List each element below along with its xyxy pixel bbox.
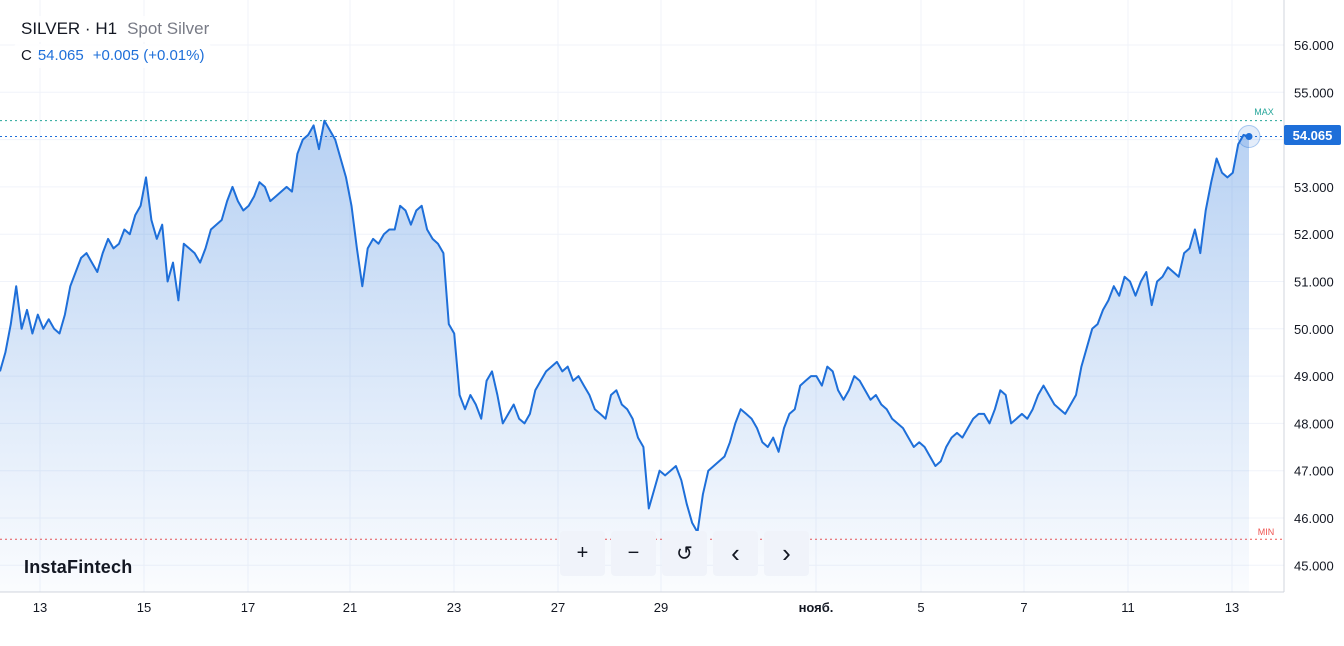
- x-tick-label: нояб.: [799, 600, 834, 615]
- y-tick-label: 51.000: [1294, 275, 1334, 290]
- x-tick-label: 15: [137, 600, 151, 615]
- zoom-out-button[interactable]: −: [611, 531, 656, 576]
- change-value: +0.005 (+0.01%): [92, 47, 205, 64]
- zoom-in-button[interactable]: +: [560, 531, 605, 576]
- plus-icon: +: [576, 542, 589, 564]
- chevron-left-icon: ‹: [731, 538, 740, 568]
- scroll-left-button[interactable]: ‹: [713, 531, 758, 576]
- chart-legend: SILVER · H1 Spot Silver C 54.065 +0.005 (+0…: [14, 16, 217, 70]
- x-tick-label: 13: [33, 600, 47, 615]
- chart-controls: + − ↺ ‹ ›: [560, 531, 809, 576]
- y-tick-label: 50.000: [1294, 322, 1334, 337]
- close-label: C: [21, 47, 32, 64]
- y-tick-label: 53.000: [1294, 180, 1334, 195]
- x-tick-label: 13: [1225, 600, 1239, 615]
- scroll-right-button[interactable]: ›: [764, 531, 809, 576]
- y-tick-label: 56.000: [1294, 38, 1334, 53]
- chevron-right-icon: ›: [782, 538, 791, 568]
- last-point-marker: [1245, 133, 1253, 141]
- reset-button[interactable]: ↺: [662, 531, 707, 576]
- x-tick-label: 21: [343, 600, 357, 615]
- price-line: [0, 119, 1250, 534]
- legend-title-row: SILVER · H1 Spot Silver: [14, 16, 217, 42]
- x-tick-label: 11: [1121, 600, 1135, 615]
- x-tick-label: 5: [917, 600, 924, 615]
- x-tick-label: 23: [447, 600, 461, 615]
- description-label: Spot Silver: [127, 19, 210, 38]
- minus-icon: −: [627, 542, 640, 564]
- y-tick-label: 45.000: [1294, 558, 1334, 573]
- x-tick-label: 27: [551, 600, 565, 615]
- y-tick-label: 47.000: [1294, 464, 1334, 479]
- max-label: MAX: [1254, 107, 1274, 117]
- symbol-label: SILVER · H1: [21, 19, 118, 38]
- price-area: [0, 120, 1249, 592]
- y-tick-label: 52.000: [1294, 227, 1334, 242]
- x-tick-label: 17: [241, 600, 255, 615]
- y-tick-label: 48.000: [1294, 416, 1334, 431]
- price-axis-labels: 56.00055.00054.00053.00052.00051.00050.0…: [1294, 38, 1334, 573]
- y-tick-label: 49.000: [1294, 369, 1334, 384]
- close-value: 54.065: [37, 47, 84, 64]
- x-tick-label: 29: [654, 600, 668, 615]
- last-price-tag: 54.065: [1284, 125, 1341, 145]
- reset-icon: ↺: [676, 543, 693, 565]
- legend-value-row: C 54.065 +0.005 (+0.01%): [14, 44, 212, 68]
- brand-logo: InstaFintech: [24, 557, 133, 577]
- x-tick-label: 7: [1020, 600, 1027, 615]
- min-label: MIN: [1258, 527, 1275, 537]
- y-tick-label: 55.000: [1294, 85, 1334, 100]
- time-axis-labels: 13 15 17 21 23 27 29 нояб. 5 7 11 13: [33, 600, 1239, 615]
- y-tick-label: 46.000: [1294, 511, 1334, 526]
